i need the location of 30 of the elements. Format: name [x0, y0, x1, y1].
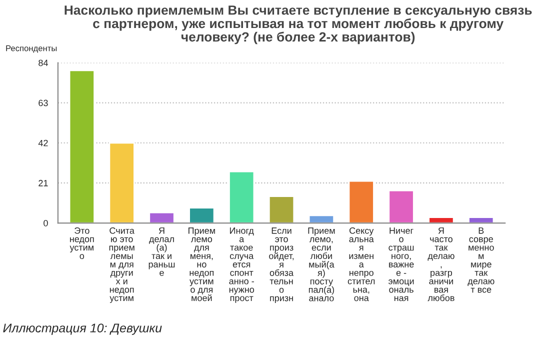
category-label: Иногд а такое случа ется спонт анно - нужно прост	[229, 228, 254, 303]
y-tick-label: 84	[38, 60, 48, 66]
bar	[188, 207, 215, 224]
category-label: Прием лемо для меня, но недоп устим о для моей	[188, 228, 215, 302]
y-tick-label: 21	[38, 180, 48, 186]
x-tick-label: Я делал (а) так и раньш е	[148, 228, 175, 276]
bar	[148, 212, 175, 224]
category-label: Если это произ ойдет, я обяза тельн о призн	[269, 228, 294, 304]
bar	[468, 216, 494, 224]
chart-title: Насколько приемлемым Вы считаете вступление в сексуальную связь с партнером, уже испытывая на тот момент любовь к другому человеку? (не более 2-х вариантов)	[64, 6, 532, 44]
bar	[268, 196, 295, 224]
category-label: Сексу альна я измен а непро стител ьна, она	[348, 227, 375, 302]
x-tick-label: В совре менно м мире так делаю т все	[468, 228, 494, 293]
y-tick-label: 0	[44, 220, 48, 226]
category-label: Счита ю это прием лемы м для други х и недоп устим	[109, 227, 134, 303]
x-tick-label: Это недоп устим о	[70, 227, 94, 260]
bar	[308, 214, 335, 224]
y-tick-label: 63	[38, 100, 48, 106]
bar	[68, 70, 95, 224]
bar	[228, 170, 255, 224]
text: Иллюстрация 10: Девушки	[3, 324, 162, 335]
y-axis-title: Респонденты	[6, 45, 57, 53]
bar	[108, 142, 135, 224]
bar	[388, 190, 414, 224]
category-label: Прием лемо, если люби мый(а я) посту пал(а) анало	[308, 228, 335, 302]
bar	[428, 216, 454, 224]
bar	[348, 180, 374, 224]
y-tick-label: 42	[38, 140, 48, 146]
category-label: Ничег о страш ного, важне е - эмоци ональ ная	[388, 228, 414, 302]
category-label: Я часто так делаю , разгр аничи вая любов	[428, 228, 454, 302]
